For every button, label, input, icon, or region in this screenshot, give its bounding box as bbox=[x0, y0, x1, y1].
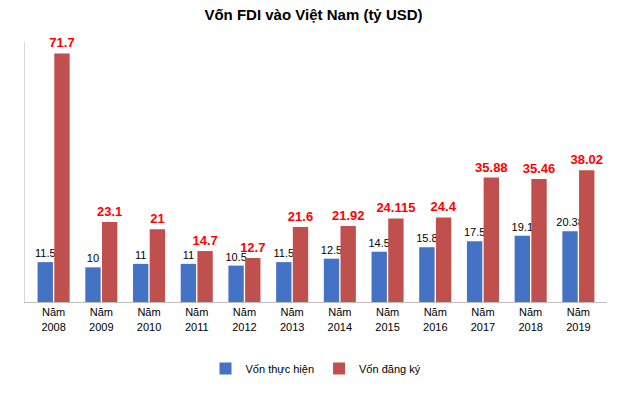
svg-text:10.5: 10.5 bbox=[225, 251, 246, 263]
svg-text:Năm2010: Năm2010 bbox=[137, 306, 161, 332]
svg-text:Năm2016: Năm2016 bbox=[423, 306, 447, 332]
svg-text:14.7: 14.7 bbox=[192, 233, 217, 248]
svg-text:10: 10 bbox=[87, 252, 99, 264]
svg-text:Năm2019: Năm2019 bbox=[566, 306, 590, 332]
svg-text:Năm2018: Năm2018 bbox=[518, 306, 542, 332]
svg-text:Vốn FDI vào Việt Nam (tỷ USD): Vốn FDI vào Việt Nam (tỷ USD) bbox=[204, 6, 422, 23]
svg-text:Năm2015: Năm2015 bbox=[375, 306, 399, 332]
svg-text:Vốn thực hiện: Vốn thực hiện bbox=[246, 363, 315, 375]
svg-text:17.5: 17.5 bbox=[464, 226, 485, 238]
svg-text:23.1: 23.1 bbox=[97, 204, 122, 219]
svg-text:Vốn đăng ký: Vốn đăng ký bbox=[359, 363, 421, 375]
svg-text:11: 11 bbox=[135, 249, 146, 261]
svg-text:15.8: 15.8 bbox=[416, 232, 437, 244]
svg-text:Năm2011: Năm2011 bbox=[185, 306, 209, 332]
svg-text:12.5: 12.5 bbox=[321, 244, 342, 256]
svg-text:35.88: 35.88 bbox=[475, 160, 508, 175]
svg-text:Năm2017: Năm2017 bbox=[471, 306, 495, 332]
svg-text:11.5: 11.5 bbox=[35, 247, 56, 259]
svg-text:Năm2013: Năm2013 bbox=[280, 306, 304, 332]
svg-text:19.1: 19.1 bbox=[512, 221, 533, 233]
svg-text:Năm2012: Năm2012 bbox=[232, 306, 256, 332]
svg-text:21.92: 21.92 bbox=[332, 208, 365, 223]
svg-text:71.7: 71.7 bbox=[49, 35, 74, 50]
svg-text:35.46: 35.46 bbox=[523, 161, 556, 176]
svg-text:11: 11 bbox=[183, 249, 194, 261]
svg-text:21.6: 21.6 bbox=[288, 209, 313, 224]
svg-text:24.115: 24.115 bbox=[376, 200, 415, 215]
svg-text:Năm2014: Năm2014 bbox=[328, 306, 352, 332]
svg-text:14.5: 14.5 bbox=[368, 237, 389, 249]
svg-text:20.38: 20.38 bbox=[556, 216, 584, 228]
svg-text:38.02: 38.02 bbox=[570, 152, 603, 167]
svg-text:Năm2009: Năm2009 bbox=[89, 306, 113, 332]
svg-text:12.7: 12.7 bbox=[240, 240, 265, 255]
svg-text:24.4: 24.4 bbox=[431, 199, 457, 214]
svg-text:11.5: 11.5 bbox=[274, 247, 295, 259]
svg-text:Năm2008: Năm2008 bbox=[41, 306, 65, 332]
svg-text:21: 21 bbox=[150, 211, 164, 226]
